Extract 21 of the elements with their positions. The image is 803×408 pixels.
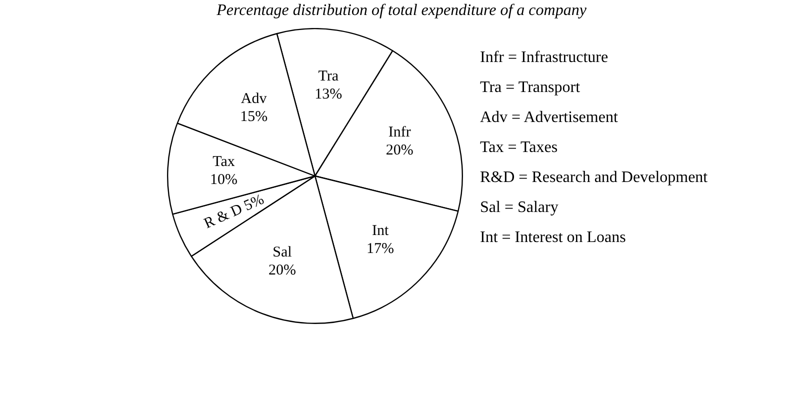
data-label: 20% bbox=[268, 262, 296, 278]
slice-label: R & D 5% bbox=[202, 192, 267, 232]
slice-label: Tax bbox=[212, 154, 236, 170]
slice-label: Int bbox=[372, 222, 390, 239]
chart-title: Percentage distribution of total expenditure of a company bbox=[216, 2, 588, 20]
text: Adv = Advertisement bbox=[480, 108, 619, 127]
data-label: 17% bbox=[366, 240, 394, 257]
slice-label: Tra bbox=[318, 68, 339, 85]
text: Tra = Transport bbox=[480, 78, 582, 97]
text: Infr = Infrastructure bbox=[480, 48, 610, 67]
text: Int = Interest on Loans bbox=[480, 228, 627, 247]
text: R&D = Research and Development bbox=[480, 168, 709, 187]
data-label: 13% bbox=[314, 86, 342, 103]
text: Tax = Taxes bbox=[480, 138, 559, 157]
data-label: 10% bbox=[210, 172, 238, 188]
data-label: 20% bbox=[386, 142, 414, 158]
slice-label: Infr bbox=[388, 124, 411, 140]
data-label: 15% bbox=[240, 109, 268, 126]
slice-label: Sal bbox=[272, 244, 292, 260]
slice-label: Adv bbox=[240, 91, 268, 108]
text: Sal = Salary bbox=[480, 198, 560, 217]
